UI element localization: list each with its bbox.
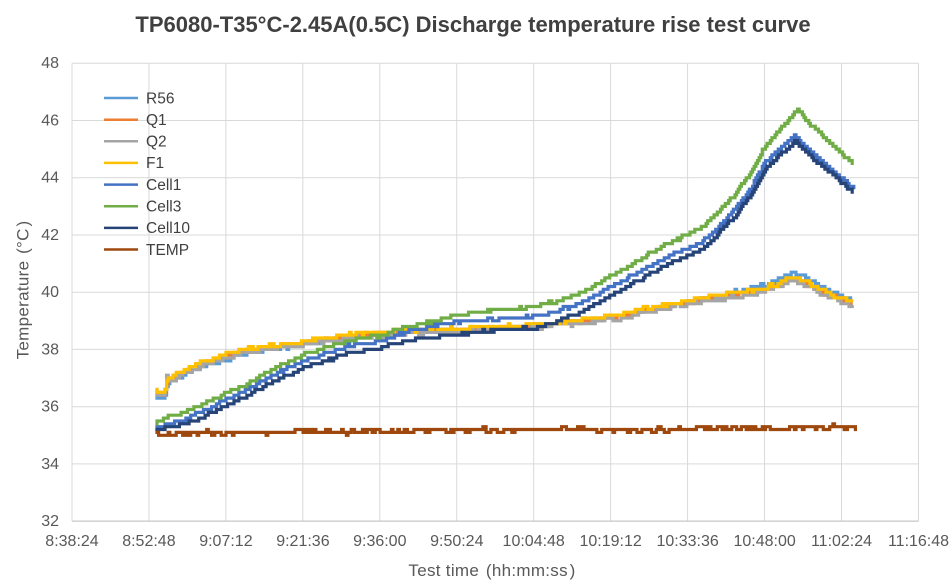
svg-text:10:33:36: 10:33:36 xyxy=(656,533,718,550)
svg-text:11:16:48: 11:16:48 xyxy=(888,533,949,550)
svg-text:10:19:12: 10:19:12 xyxy=(579,533,641,550)
svg-text:34: 34 xyxy=(41,456,59,473)
svg-text:32: 32 xyxy=(41,513,59,530)
svg-text:9:50:24: 9:50:24 xyxy=(430,533,483,550)
svg-text:TEMP: TEMP xyxy=(146,242,189,259)
svg-text:TP6080-T35°C-2.45A(0.5C) Disch: TP6080-T35°C-2.45A(0.5C) Discharge tempe… xyxy=(135,12,810,37)
svg-text:42: 42 xyxy=(41,227,59,244)
svg-text:Cell1: Cell1 xyxy=(146,177,181,194)
svg-text:Q2: Q2 xyxy=(146,134,167,151)
svg-text:Cell10: Cell10 xyxy=(146,220,190,237)
svg-text:9:07:12: 9:07:12 xyxy=(199,533,252,550)
svg-text:10:48:00: 10:48:00 xyxy=(733,533,795,550)
svg-text:Cell3: Cell3 xyxy=(146,199,181,216)
svg-text:11:02:24: 11:02:24 xyxy=(811,533,872,550)
svg-text:44: 44 xyxy=(41,170,59,187)
svg-text:46: 46 xyxy=(41,112,59,129)
svg-text:Test time (hh:mm:ss ): Test time (hh:mm:ss ) xyxy=(408,561,575,580)
svg-text:8:52:48: 8:52:48 xyxy=(122,533,175,550)
svg-text:9:36:00: 9:36:00 xyxy=(353,533,406,550)
svg-text:48: 48 xyxy=(41,55,59,72)
svg-text:9:21:36: 9:21:36 xyxy=(276,533,329,550)
svg-text:Q1: Q1 xyxy=(146,112,167,129)
svg-text:Temperature (°C ): Temperature (°C ) xyxy=(14,221,33,360)
svg-text:36: 36 xyxy=(41,399,59,416)
svg-text:R56: R56 xyxy=(146,90,174,107)
svg-text:8:38:24: 8:38:24 xyxy=(45,533,98,550)
svg-text:F1: F1 xyxy=(146,155,164,172)
svg-text:10:04:48: 10:04:48 xyxy=(503,533,565,550)
svg-text:38: 38 xyxy=(41,341,59,358)
svg-text:40: 40 xyxy=(41,284,59,301)
